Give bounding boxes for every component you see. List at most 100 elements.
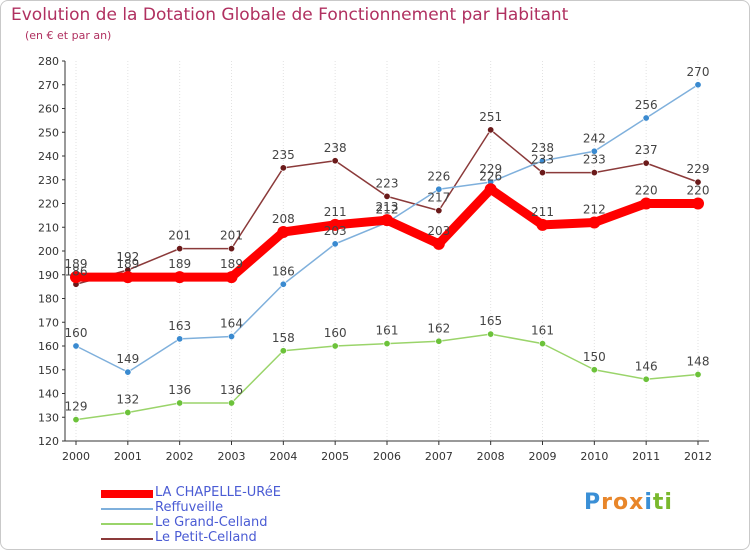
data-label: 270	[687, 65, 710, 79]
data-point	[176, 399, 184, 407]
y-tick-label: 210	[38, 221, 59, 234]
data-label: 220	[687, 184, 710, 198]
data-point	[331, 240, 339, 248]
data-label: 146	[635, 359, 658, 373]
data-label: 136	[220, 383, 243, 397]
data-label: 213	[376, 200, 399, 214]
data-point	[432, 237, 445, 250]
data-label: 226	[479, 169, 502, 183]
data-label: 256	[635, 98, 658, 112]
data-label: 132	[116, 393, 139, 407]
data-point	[121, 271, 134, 284]
data-point	[536, 218, 549, 231]
data-point	[694, 81, 702, 89]
x-tick-label: 2004	[269, 450, 297, 463]
data-label: 233	[531, 153, 554, 167]
y-tick-label: 270	[38, 79, 59, 92]
y-tick-label: 230	[38, 174, 59, 187]
data-label: 235	[272, 148, 295, 162]
x-tick-label: 2003	[218, 450, 246, 463]
data-label: 212	[376, 203, 399, 217]
logo-letter: o	[612, 490, 630, 515]
chart-subtitle: (en € et par an)	[25, 29, 112, 42]
data-point	[173, 271, 186, 284]
data-label: 212	[583, 203, 606, 217]
data-point	[590, 169, 598, 177]
data-point	[225, 271, 238, 284]
legend-item-reffuveille[interactable]: Reffuveille	[101, 500, 401, 516]
data-label: 189	[168, 257, 191, 271]
data-label: 189	[65, 257, 88, 271]
data-point	[435, 337, 443, 345]
x-tick-label: 2001	[114, 450, 142, 463]
y-tick-label: 170	[38, 316, 59, 329]
data-label: 208	[272, 212, 295, 226]
legend-item-le-petit-celland[interactable]: Le Petit-Celland	[101, 530, 401, 546]
y-tick-label: 280	[38, 55, 59, 68]
data-label: 161	[531, 324, 554, 338]
data-point	[538, 169, 546, 177]
legend-swatch	[101, 523, 153, 525]
data-point	[72, 416, 80, 424]
data-label: 163	[168, 319, 191, 333]
data-label: 148	[687, 355, 710, 369]
x-tick-label: 2005	[321, 450, 349, 463]
data-point	[279, 280, 287, 288]
y-tick-label: 250	[38, 126, 59, 139]
y-tick-label: 200	[38, 245, 59, 258]
data-label: 136	[168, 383, 191, 397]
x-tick-label: 2010	[580, 450, 608, 463]
x-tick-label: 2000	[62, 450, 90, 463]
x-tick-label: 2007	[425, 450, 453, 463]
y-tick-label: 180	[38, 293, 59, 306]
data-label: 223	[376, 176, 399, 190]
data-point	[277, 226, 290, 238]
data-point	[435, 207, 443, 215]
data-label: 220	[635, 184, 658, 198]
data-label: 165	[479, 314, 502, 328]
data-label: 238	[531, 141, 554, 155]
legend-swatch	[101, 490, 153, 498]
data-point	[228, 399, 236, 407]
data-label: 186	[272, 264, 295, 278]
y-tick-label: 120	[38, 435, 59, 448]
y-tick-label: 240	[38, 150, 59, 163]
data-label: 160	[65, 326, 88, 340]
legend-item-le-grand-celland[interactable]: Le Grand-Celland	[101, 515, 401, 531]
data-label: 186	[65, 264, 88, 278]
data-point	[279, 164, 287, 172]
data-label: 158	[272, 331, 295, 345]
data-point	[487, 330, 495, 338]
legend-swatch	[101, 508, 153, 510]
data-point	[383, 340, 391, 348]
data-label: 189	[220, 257, 243, 271]
data-label: 129	[65, 400, 88, 414]
data-label: 189	[116, 257, 139, 271]
legend-label: Le Grand-Celland	[155, 515, 268, 530]
data-label: 203	[427, 224, 450, 238]
x-tick-label: 2011	[632, 450, 660, 463]
y-tick-label: 220	[38, 198, 59, 211]
chart-title: Evolution de la Dotation Globale de Fonc…	[11, 5, 569, 25]
logo-letter: P	[584, 490, 602, 515]
logo-letter: t	[652, 490, 665, 515]
data-point	[331, 342, 339, 350]
legend-label: LA CHAPELLE-URéE	[155, 485, 281, 500]
data-point	[487, 126, 495, 134]
data-point	[176, 335, 184, 343]
data-label: 160	[324, 326, 347, 340]
data-point	[590, 147, 598, 155]
legend-swatch	[101, 538, 153, 540]
logo-letter: r	[601, 490, 613, 515]
data-point	[70, 271, 82, 284]
legend-item-la-chapelle-uree[interactable]: LA CHAPELLE-URéE	[101, 485, 401, 501]
x-tick-label: 2012	[684, 450, 712, 463]
data-point	[588, 216, 601, 229]
y-tick-label: 130	[38, 411, 59, 424]
legend-label: Reffuveille	[155, 500, 224, 515]
data-label: 149	[116, 352, 139, 366]
data-point	[642, 375, 650, 383]
logo-letter: i	[644, 490, 653, 515]
